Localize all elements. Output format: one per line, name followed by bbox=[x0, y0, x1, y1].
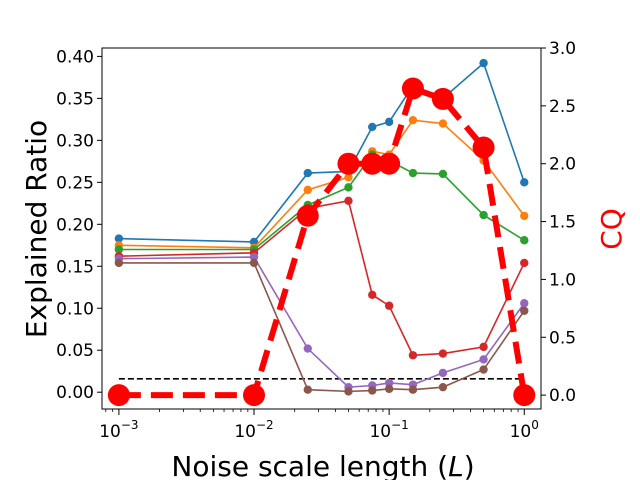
cq-line bbox=[118, 85, 528, 399]
cq-point bbox=[296, 204, 319, 227]
series-red-point bbox=[438, 349, 448, 358]
series-orange-point bbox=[438, 119, 448, 128]
x-tick-exponent: −1 bbox=[391, 418, 409, 432]
series-purple-point bbox=[303, 344, 312, 353]
x-tick-base: 10 bbox=[369, 422, 391, 442]
x-tick-label: 10−1 bbox=[369, 418, 408, 442]
x-axis-label-end: ) bbox=[464, 450, 475, 480]
y-tick-label: 0.30 bbox=[56, 131, 94, 151]
series-brown-point bbox=[520, 306, 529, 315]
series-red-point bbox=[344, 196, 353, 205]
x-tick-base: 10 bbox=[510, 422, 532, 442]
cq-point bbox=[472, 136, 495, 159]
x-tick-exponent: 0 bbox=[531, 418, 539, 432]
series-brown-point bbox=[438, 382, 448, 392]
series-orange-point bbox=[303, 185, 312, 195]
series-brown-point bbox=[384, 384, 394, 394]
series-blue-point bbox=[479, 58, 488, 68]
cq-point bbox=[361, 152, 384, 175]
series-green-point bbox=[344, 183, 353, 192]
plot-area bbox=[107, 58, 536, 407]
series-purple-point bbox=[249, 252, 259, 262]
series-green-point bbox=[408, 168, 418, 178]
cq-point bbox=[401, 77, 424, 100]
y-axis-label: Explained Ratio bbox=[20, 120, 53, 338]
series-brown-point bbox=[408, 385, 418, 394]
series-red-line bbox=[118, 199, 525, 357]
series-purple-point bbox=[384, 378, 394, 388]
x-tick-base: 10 bbox=[99, 422, 121, 442]
x-axis-label-text: Noise scale length ( bbox=[171, 450, 448, 480]
series-orange-point bbox=[408, 116, 418, 125]
cq-point bbox=[107, 384, 130, 407]
series-blue-line bbox=[118, 61, 526, 243]
series-brown-point bbox=[344, 387, 353, 396]
axes-frame bbox=[101, 47, 542, 410]
y2-tick-label: 0.0 bbox=[549, 386, 576, 406]
series-orange-point bbox=[520, 211, 529, 221]
y-tick-label: 0.05 bbox=[56, 341, 94, 361]
x-tick-base: 10 bbox=[234, 422, 256, 442]
series-brown-point bbox=[368, 386, 377, 395]
series-brown-point bbox=[114, 258, 124, 268]
series-blue-point bbox=[520, 178, 529, 187]
x-tick-label: 10−2 bbox=[234, 418, 273, 442]
series-orange-point bbox=[344, 173, 353, 182]
y-tick-label: 0.15 bbox=[56, 257, 94, 277]
x-axis-label: Noise scale length (L) bbox=[171, 450, 474, 480]
series-orange-line bbox=[118, 119, 525, 249]
series-red-point bbox=[384, 301, 394, 310]
y2-axis-label: CQ bbox=[595, 208, 628, 250]
series-blue-point bbox=[114, 234, 124, 243]
series-red-point bbox=[520, 258, 529, 268]
y-tick-label: 0.25 bbox=[56, 173, 94, 193]
series-blue-point bbox=[368, 122, 377, 132]
cq-point bbox=[337, 152, 360, 175]
series-blue-point bbox=[249, 237, 259, 247]
x-tick-exponent: −3 bbox=[121, 418, 139, 432]
y-tick-label: 0.20 bbox=[56, 215, 94, 235]
x-tick-label: 100 bbox=[510, 418, 539, 442]
y-tick-label: 0.40 bbox=[56, 47, 94, 67]
series-red-point bbox=[479, 342, 488, 352]
cq-point bbox=[513, 384, 536, 407]
cq-point bbox=[431, 87, 454, 110]
y2-tick-label: 3.0 bbox=[549, 39, 576, 59]
x-tick-label: 10−3 bbox=[99, 418, 138, 442]
series-red-point bbox=[408, 351, 418, 360]
series-purple-point bbox=[479, 355, 488, 364]
series-purple-line bbox=[118, 256, 525, 388]
series-brown-point bbox=[249, 258, 259, 268]
x-tick-exponent: −2 bbox=[256, 418, 274, 432]
x-axis-label-var: L bbox=[448, 450, 464, 480]
series-red-point bbox=[368, 290, 377, 300]
series-blue-point bbox=[303, 168, 312, 178]
y2-tick-label: 2.0 bbox=[549, 155, 576, 175]
y-tick-label: 0.35 bbox=[56, 89, 94, 109]
series-brown-point bbox=[479, 365, 488, 374]
y2-tick-label: 2.5 bbox=[549, 97, 576, 117]
series-green-point bbox=[114, 245, 124, 254]
series-green-point bbox=[520, 236, 529, 245]
series-green-point bbox=[438, 169, 448, 179]
y2-tick-label: 0.5 bbox=[549, 328, 576, 348]
series-purple-point bbox=[520, 299, 529, 308]
series-blue-point bbox=[384, 117, 394, 127]
cq-point bbox=[378, 152, 401, 175]
axes: 0.000.050.100.150.200.250.300.350.400.00… bbox=[56, 39, 576, 442]
series-brown-point bbox=[303, 385, 312, 394]
series-green-point bbox=[479, 210, 488, 220]
y2-tick-label: 1.5 bbox=[549, 213, 576, 233]
y-tick-label: 0.00 bbox=[56, 383, 94, 403]
cq-point bbox=[243, 384, 266, 407]
series-brown-line bbox=[118, 262, 525, 393]
series-purple-point bbox=[438, 368, 448, 378]
y2-tick-label: 1.0 bbox=[549, 270, 576, 290]
y-tick-label: 0.10 bbox=[56, 299, 94, 319]
